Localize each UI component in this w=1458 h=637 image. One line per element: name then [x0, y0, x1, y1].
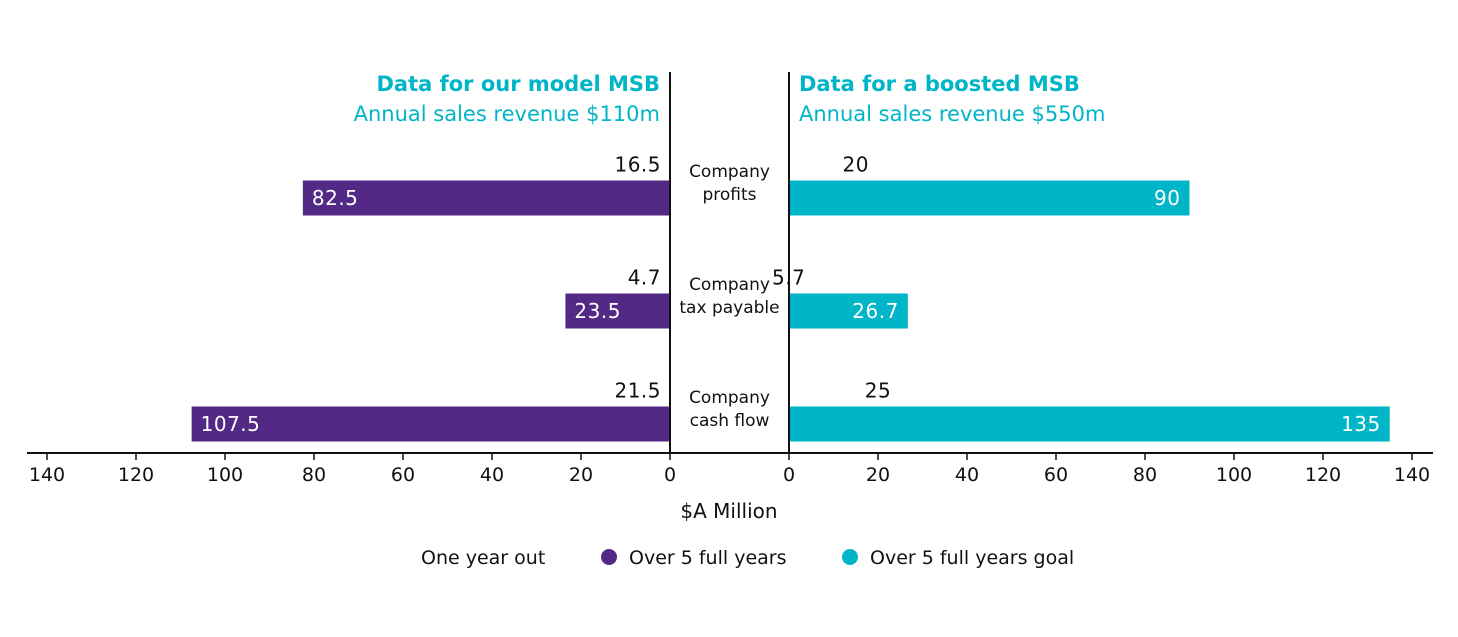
left-panel-title: Data for our model MSB: [376, 72, 660, 96]
category-label-line1: Company: [689, 388, 770, 408]
left-tick-label: 100: [207, 464, 243, 486]
right-tick-label: 40: [955, 464, 979, 486]
left-tick-label: 20: [569, 464, 593, 486]
category-labels-layer: Company profits Company tax payable Company c…: [679, 162, 779, 431]
legend: One year out Over 5 full years Over 5 fu…: [421, 547, 1074, 569]
x-ticks-layer: 0 0 20 20 40 40 60 60 80 80 100 100 120 120 140 140: [29, 453, 1430, 486]
legend-over-5-years-goal-label: Over 5 full years goal: [870, 547, 1074, 569]
category-label-line1: Company: [689, 275, 770, 295]
right-panel-subtitle: Annual sales revenue $550m: [799, 102, 1105, 126]
legend-over-5-years-label: Over 5 full years: [629, 547, 786, 569]
left-bar-value-label: 107.5: [201, 412, 261, 436]
right-panel-title: Data for a boosted MSB: [799, 72, 1080, 96]
right-one-year-out-bar: [789, 267, 815, 294]
category-label-line2: cash flow: [690, 411, 770, 431]
left-bar-value-label: 82.5: [312, 186, 359, 210]
right-tick-label: 120: [1305, 464, 1341, 486]
left-tick-label: 120: [118, 464, 154, 486]
right-bar-over-5-years-goal: [789, 406, 1390, 442]
right-bar-over-5-years-goal: [789, 180, 1190, 216]
left-one-year-out-label: 16.5: [614, 153, 661, 177]
category-label-line2: tax payable: [679, 298, 779, 318]
left-panel-subtitle: Annual sales revenue $110m: [354, 102, 660, 126]
right-tick-label: 20: [866, 464, 890, 486]
left-tick-label: 60: [391, 464, 415, 486]
legend-over-5-years-goal-marker: [842, 549, 858, 565]
left-tick-label: 0: [664, 464, 676, 486]
left-bar-value-label: 23.5: [574, 299, 621, 323]
left-bar-over-5-years: [191, 406, 670, 442]
left-bar-over-5-years: [302, 180, 670, 216]
right-tick-label: 60: [1044, 464, 1068, 486]
right-tick-label: 140: [1394, 464, 1430, 486]
left-one-year-out-bar: [574, 380, 670, 407]
left-tick-label: 140: [29, 464, 65, 486]
left-bar-over-5-years: [565, 293, 670, 329]
right-tick-label: 100: [1216, 464, 1252, 486]
right-bar-value-label: 135: [1341, 412, 1381, 436]
right-one-year-out-bar: [789, 380, 901, 407]
left-one-year-out-bar: [596, 154, 670, 181]
left-one-year-out-label: 21.5: [614, 379, 661, 403]
legend-over-5-years-marker: [601, 549, 617, 565]
right-bar-value-label: 26.7: [852, 299, 899, 323]
right-bar-over-5-years-goal: [789, 293, 908, 329]
right-tick-label: 0: [783, 464, 795, 486]
legend-one-year-out-label: One year out: [421, 547, 545, 569]
right-bar-value-label: 90: [1154, 186, 1180, 210]
right-one-year-out-label: 25: [865, 379, 891, 403]
x-axis-title: $A Million: [680, 499, 777, 523]
category-label-line1: Company: [689, 162, 770, 182]
left-one-year-out-bar: [649, 267, 670, 294]
right-one-year-out-bar: [789, 154, 878, 181]
left-tick-label: 80: [302, 464, 326, 486]
right-tick-label: 80: [1133, 464, 1157, 486]
left-tick-label: 40: [480, 464, 504, 486]
left-one-year-out-label: 4.7: [628, 266, 661, 290]
right-one-year-out-label: 20: [843, 153, 869, 177]
category-label-line2: profits: [702, 185, 756, 205]
